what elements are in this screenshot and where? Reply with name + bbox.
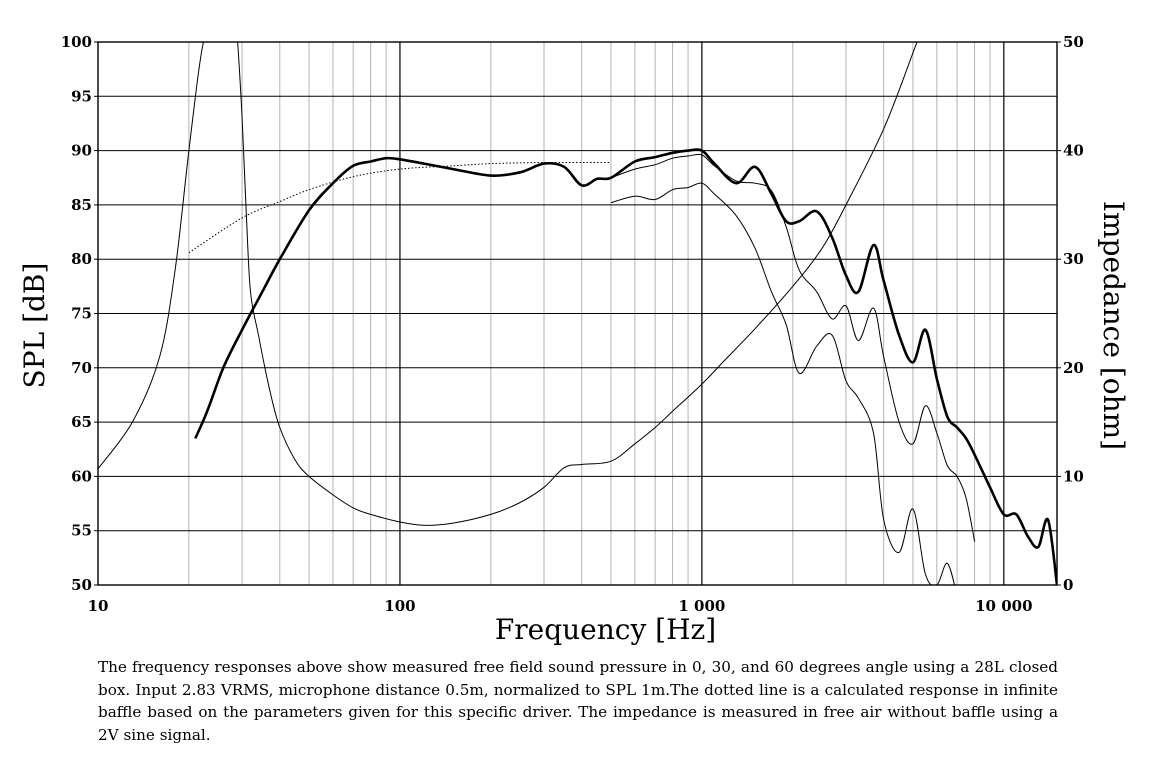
y2-tick-label: 30	[1063, 250, 1084, 268]
y2-tick-label: 20	[1063, 359, 1084, 377]
impedance-line	[98, 42, 918, 526]
series-layer	[98, 42, 1057, 585]
caption-text: The frequency responses above show measu…	[98, 658, 1058, 744]
y-tick-label: 95	[71, 87, 92, 105]
y-tick-label: 80	[71, 250, 92, 268]
y-axis-title: SPL [dB]	[18, 263, 51, 389]
x-tick-label: 10 000	[975, 597, 1032, 615]
y2-tick-label: 40	[1063, 142, 1084, 160]
x-axis-title: Frequency [Hz]	[495, 613, 716, 646]
y-tick-label: 60	[71, 467, 92, 485]
y-tick-label: 65	[71, 413, 92, 431]
y-tick-label: 75	[71, 305, 92, 323]
chart: 50 55 60 65 70 75 80 85 90 95 100 0 10 20 30 40 50 10 100 1…	[18, 33, 1130, 646]
x-tick-label: 100	[384, 597, 415, 615]
ticks-layer: 50 55 60 65 70 75 80 85 90 95 100 0 10 20 30 40 50 10 100 1…	[61, 33, 1084, 615]
y2-tick-label: 0	[1063, 576, 1073, 594]
y-tick-label: 70	[71, 359, 92, 377]
y2-tick-label: 10	[1063, 467, 1084, 485]
y-tick-label: 55	[71, 522, 92, 540]
x-tick-label: 10	[88, 597, 109, 615]
spl-response-line	[610, 153, 976, 542]
y-tick-label: 50	[71, 576, 92, 594]
y-tick-label: 90	[71, 142, 92, 160]
grid-major	[98, 42, 1057, 585]
spl-response-line	[610, 182, 955, 585]
spl-response-line	[194, 148, 1057, 585]
x-tick-label: 1 000	[678, 597, 725, 615]
calculated-response-line	[188, 161, 612, 254]
y2-axis-title: Impedance [ohm]	[1097, 201, 1130, 450]
y-tick-label: 85	[71, 196, 92, 214]
y-tick-label: 100	[61, 33, 92, 51]
y2-tick-label: 50	[1063, 33, 1084, 51]
